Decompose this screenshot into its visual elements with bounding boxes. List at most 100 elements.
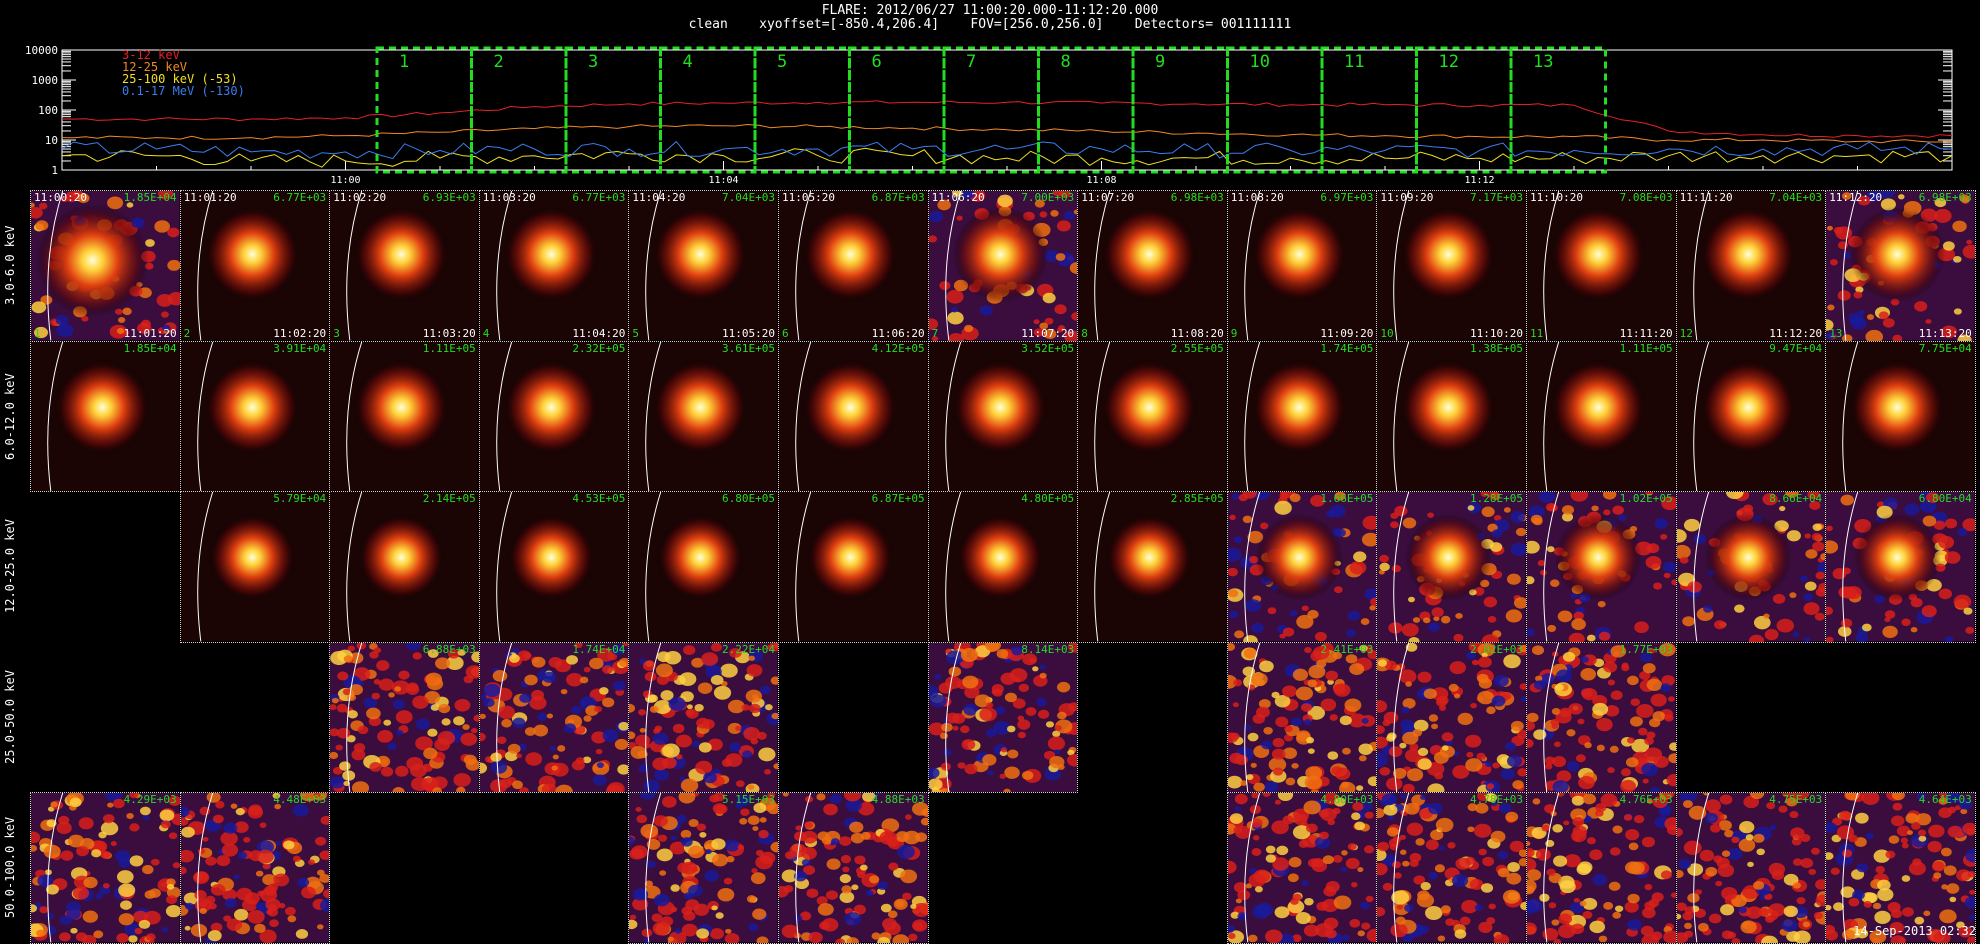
- noise-speckle: [583, 714, 592, 722]
- noise-speckle: [1709, 823, 1721, 833]
- noise-speckle: [1248, 867, 1257, 874]
- noise-speckle: [676, 734, 693, 748]
- noise-speckle: [725, 928, 732, 934]
- energy-band-label: 12.0-25.0 keV: [3, 519, 17, 614]
- noise-speckle: [710, 928, 725, 940]
- noise-speckle: [794, 914, 803, 922]
- noise-speckle: [1553, 741, 1561, 747]
- noise-speckle: [1612, 505, 1624, 515]
- noise-speckle: [1399, 834, 1407, 840]
- panel-image: [479, 642, 629, 792]
- max-value-label: 1.02E+05: [1619, 492, 1673, 505]
- noise-speckle: [1858, 195, 1871, 206]
- noise-speckle: [1305, 736, 1314, 743]
- end-time-label: 11:04:20: [572, 326, 626, 340]
- noise-speckle: [1394, 872, 1403, 879]
- noise-speckle: [1307, 747, 1315, 754]
- noise-speckle: [1558, 913, 1573, 925]
- noise-speckle: [159, 809, 175, 822]
- interval-number-label: 3: [333, 326, 340, 340]
- noise-speckle: [144, 890, 156, 899]
- noise-speckle: [1472, 659, 1480, 665]
- noise-speckle: [1533, 679, 1546, 690]
- solar-limb: [1244, 492, 1260, 642]
- noise-speckle: [1855, 928, 1869, 939]
- noise-speckle: [1392, 836, 1402, 843]
- noise-speckle: [1013, 676, 1021, 682]
- source-blob: [35, 203, 150, 317]
- noise-speckle: [1066, 749, 1075, 755]
- noise-speckle: [1405, 748, 1422, 762]
- noise-speckle: [752, 908, 767, 920]
- noise-speckle: [172, 862, 180, 869]
- noise-speckle: [1301, 880, 1309, 887]
- noise-speckle: [366, 707, 381, 719]
- noise-speckle: [1865, 832, 1874, 840]
- noise-speckle: [1676, 827, 1683, 837]
- noise-speckle: [1882, 625, 1899, 639]
- noise-speckle: [713, 803, 727, 814]
- noise-speckle: [1468, 505, 1475, 511]
- noise-speckle: [928, 235, 937, 243]
- max-value-label: 2.22E+04: [722, 642, 775, 656]
- noise-speckle: [1944, 635, 1954, 642]
- noise-speckle: [1693, 534, 1706, 544]
- noise-speckle: [1287, 873, 1299, 883]
- panel-image: [31, 191, 180, 341]
- noise-speckle: [771, 675, 778, 685]
- max-value-label: 4.64E+03: [1918, 793, 1972, 806]
- panel-image: [31, 341, 180, 491]
- noise-speckle: [142, 864, 154, 875]
- noise-speckle: [1546, 868, 1556, 877]
- noise-speckle: [681, 778, 699, 792]
- noise-speckle: [500, 718, 512, 728]
- noise-speckle: [378, 678, 395, 691]
- noise-speckle: [230, 803, 237, 809]
- noise-speckle: [1812, 523, 1822, 532]
- noise-speckle: [945, 649, 964, 664]
- noise-speckle: [758, 829, 770, 839]
- noise-speckle: [1264, 780, 1279, 792]
- noise-speckle: [1431, 723, 1439, 729]
- noise-speckle: [139, 806, 151, 816]
- noise-speckle: [1582, 897, 1598, 910]
- start-time-label: 11:08:20: [1230, 191, 1284, 204]
- noise-speckle: [1965, 626, 1975, 634]
- noise-speckle: [1719, 794, 1732, 805]
- noise-speckle: [1853, 291, 1863, 299]
- max-value-label: 2.02E+03: [1470, 642, 1523, 656]
- noise-speckle: [180, 806, 190, 818]
- noise-speckle: [668, 696, 687, 711]
- interval-number-label: 5: [632, 326, 640, 340]
- noise-speckle: [1467, 826, 1475, 833]
- solar-limb: [1094, 492, 1111, 642]
- noise-speckle: [471, 650, 479, 663]
- noise-speckle: [1274, 799, 1281, 805]
- noise-speckle: [1607, 679, 1616, 685]
- start-time-label: 11:05:20: [782, 191, 835, 204]
- noise-speckle: [1573, 898, 1580, 903]
- max-value-label: 6.80E+05: [722, 492, 775, 505]
- noise-speckle: [1556, 668, 1573, 682]
- noise-speckle: [1282, 815, 1294, 825]
- noise-speckle: [1487, 782, 1495, 789]
- noise-speckle: [1227, 775, 1243, 788]
- noise-speckle: [643, 778, 661, 792]
- noise-speckle: [1577, 718, 1585, 724]
- noise-speckle: [1952, 220, 1967, 233]
- noise-speckle: [1867, 314, 1875, 320]
- noise-speckle: [630, 745, 648, 759]
- noise-speckle: [1320, 808, 1337, 822]
- noise-speckle: [1663, 572, 1671, 579]
- noise-speckle: [330, 775, 346, 788]
- start-time-label: 11:11:20: [1679, 191, 1733, 204]
- noise-speckle: [1491, 801, 1498, 807]
- noise-speckle: [841, 885, 852, 894]
- noise-speckle: [1303, 646, 1312, 653]
- noise-speckle: [406, 681, 419, 692]
- noise-speckle: [1527, 841, 1531, 847]
- noise-speckle: [1863, 901, 1873, 908]
- source-blob: [503, 358, 600, 455]
- image-panel: 7.17E+03 11:09:20 11:10:20 10: [1376, 190, 1527, 342]
- end-time-label: 11:08:20: [1170, 326, 1224, 340]
